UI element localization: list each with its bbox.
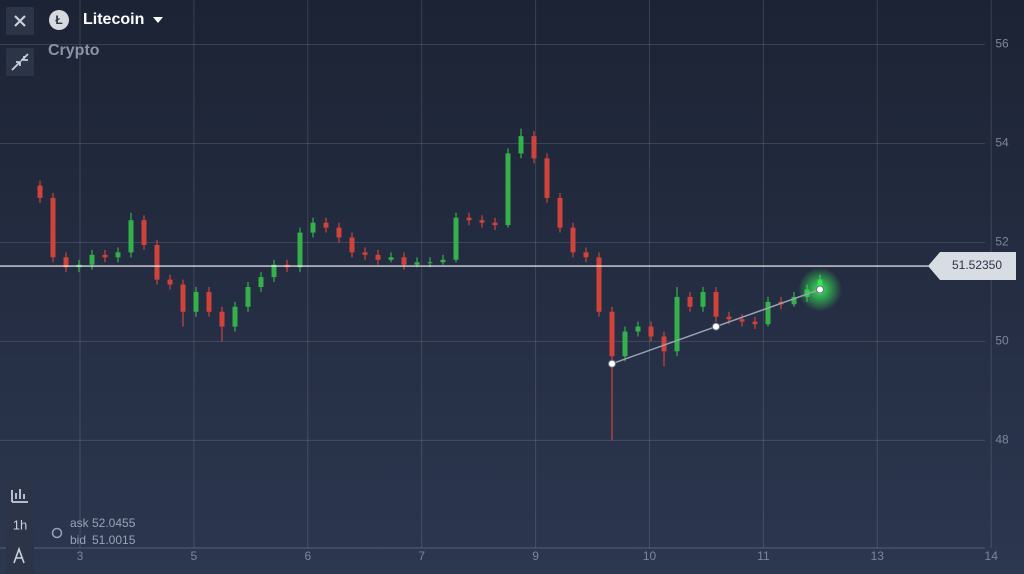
y-tick-label: 50 — [995, 334, 1009, 348]
price-tag-label: 51.52350 — [952, 258, 1002, 272]
bid-label: bid — [70, 533, 86, 547]
candle-body — [752, 321, 758, 325]
candle-body — [453, 217, 459, 260]
trend-point — [608, 359, 616, 368]
candle-body — [362, 252, 368, 255]
candle-body — [466, 217, 472, 221]
candle-body — [791, 296, 797, 305]
asset-dropdown-caret[interactable] — [153, 17, 163, 23]
x-tick-label: 5 — [191, 549, 198, 563]
y-tick-label: 48 — [995, 433, 1009, 447]
candle-body — [245, 287, 251, 307]
candle-body — [349, 237, 355, 253]
candle-body — [557, 197, 563, 228]
candle-body — [687, 296, 693, 307]
ask-value: 52.0455 — [92, 516, 136, 530]
candle-body — [609, 311, 615, 357]
candle-body — [219, 311, 225, 327]
asset-category: Crypto — [48, 42, 100, 59]
candle-body — [505, 153, 511, 226]
candle-body — [622, 331, 628, 357]
y-tick-label: 56 — [995, 37, 1009, 51]
asset-name[interactable]: Litecoin — [83, 11, 144, 28]
candle-body — [700, 291, 706, 307]
candle-body — [63, 257, 69, 268]
candle-body — [596, 257, 602, 312]
candle-body — [206, 291, 212, 312]
candle-body — [258, 277, 264, 287]
ask-label: ask — [70, 516, 90, 530]
y-tick-label: 54 — [995, 136, 1009, 150]
candle-body — [180, 284, 186, 312]
x-tick-label: 10 — [643, 549, 657, 563]
x-tick-label: 3 — [77, 549, 84, 563]
candle-body — [479, 220, 485, 223]
candle-body — [37, 185, 43, 198]
candle-body — [518, 136, 524, 154]
candle-body — [388, 257, 394, 260]
y-tick-label: 52 — [995, 235, 1009, 249]
candle-body — [427, 262, 433, 264]
candle-body — [323, 222, 329, 228]
candle-body — [661, 336, 667, 352]
x-tick-label: 7 — [418, 549, 425, 563]
indicators-button[interactable] — [13, 546, 25, 564]
candle-body — [414, 262, 420, 265]
candle-body — [115, 252, 121, 258]
candle-body — [674, 296, 680, 352]
chart-type-button[interactable] — [11, 489, 28, 503]
candle-body — [726, 316, 732, 320]
candle-body — [375, 254, 381, 260]
trend-point — [816, 285, 824, 294]
candle-body — [310, 222, 316, 233]
price-tag — [928, 252, 1016, 281]
asset-icon: Ł — [49, 10, 69, 30]
x-tick-label: 6 — [304, 549, 311, 563]
close-button[interactable] — [6, 7, 34, 35]
candle-body — [739, 319, 745, 322]
bid-value: 51.0015 — [92, 533, 136, 547]
timeframe-button[interactable]: 1h — [13, 517, 27, 532]
candle-body — [128, 220, 134, 253]
candle-body — [570, 227, 576, 253]
candle-body — [648, 326, 654, 337]
candle-body — [50, 197, 56, 258]
candle-body — [440, 259, 446, 263]
candle-body — [531, 136, 537, 159]
candle-body — [193, 291, 199, 312]
candle-body — [102, 254, 108, 258]
candle-body — [297, 232, 303, 268]
candle-body — [154, 244, 160, 280]
candle-body — [89, 254, 95, 265]
candle-body — [336, 227, 342, 238]
candle-body — [401, 257, 407, 265]
collapse-button[interactable] — [6, 48, 34, 76]
candle-body — [635, 326, 641, 332]
x-tick-label: 9 — [532, 549, 539, 563]
candle-body — [271, 264, 277, 278]
candle-body — [492, 222, 498, 226]
trend-point — [712, 322, 720, 331]
x-tick-label: 13 — [871, 549, 885, 563]
candle-body — [167, 279, 173, 285]
svg-text:Ł: Ł — [55, 13, 62, 27]
candle-body — [713, 291, 719, 317]
candle-body — [544, 158, 550, 198]
candle-body — [765, 301, 771, 325]
x-tick-label: 14 — [985, 549, 999, 563]
candle-body — [232, 306, 238, 327]
quote-icon — [51, 527, 63, 539]
candle-body — [141, 220, 147, 245]
x-tick-label: 11 — [757, 549, 770, 563]
candle-body — [583, 252, 589, 258]
